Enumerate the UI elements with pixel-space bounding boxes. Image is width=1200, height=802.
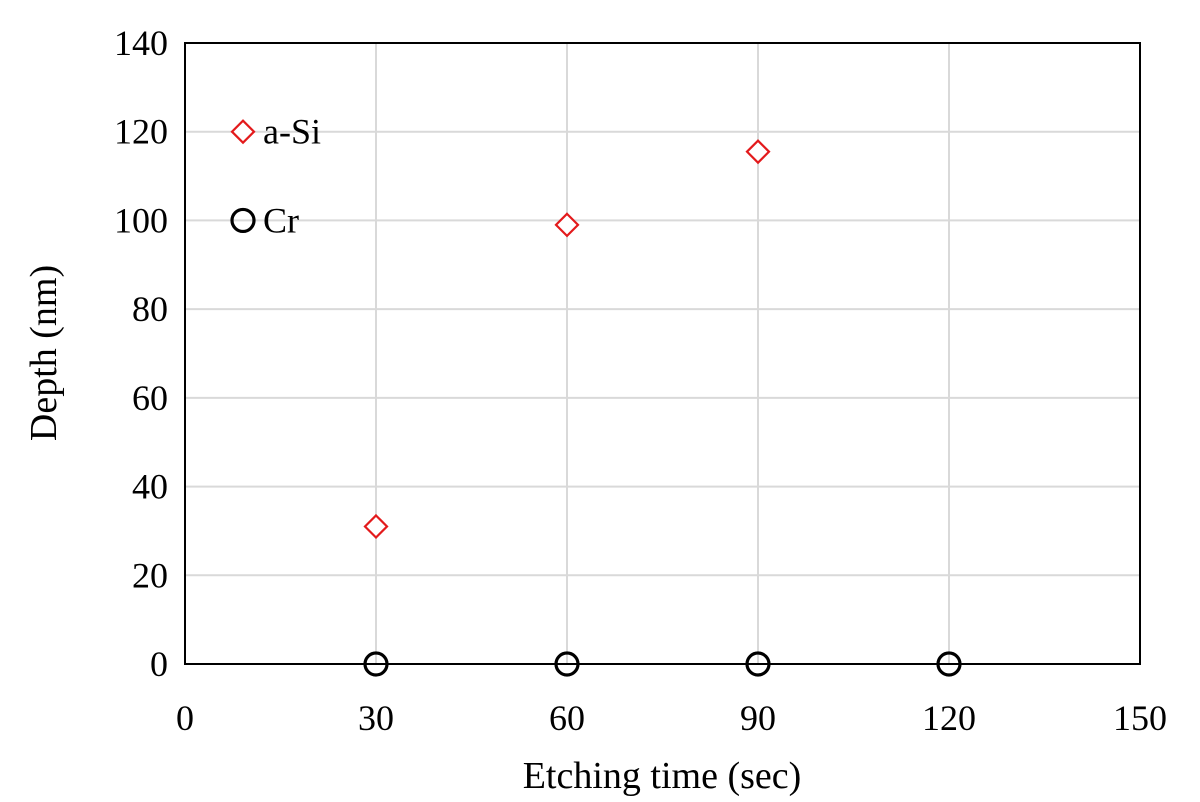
legend-marker-a-si [230, 119, 256, 145]
x-tick-label: 0 [176, 698, 194, 738]
data-point-a-si [363, 513, 389, 540]
x-axis-ticks: 0 30 60 90 120 150 [176, 698, 1167, 738]
y-tick-label: 40 [132, 467, 168, 507]
x-tick-label: 60 [549, 698, 585, 738]
y-tick-label: 80 [132, 289, 168, 329]
legend-label-cr: Cr [263, 200, 299, 240]
grid [185, 43, 1140, 664]
x-tick-label: 30 [358, 698, 394, 738]
data-point-cr [363, 651, 389, 677]
x-tick-label: 90 [740, 698, 776, 738]
data-markers [363, 139, 962, 677]
y-tick-label: 100 [114, 200, 168, 240]
data-point-cr [745, 651, 771, 677]
y-tick-label: 120 [114, 112, 168, 152]
plot-area-frame [184, 42, 1141, 665]
y-axis-title: Depth (nm) [23, 265, 65, 441]
legend: a-Si Cr [230, 112, 321, 240]
y-tick-label: 60 [132, 378, 168, 418]
data-point-cr [936, 651, 962, 677]
data-point-cr [554, 651, 580, 677]
x-axis-title: Etching time (sec) [523, 755, 802, 797]
y-tick-label: 0 [150, 644, 168, 684]
data-point-a-si [745, 139, 771, 165]
x-tick-label: 150 [1113, 698, 1167, 738]
y-axis-ticks: 0 20 40 60 80 100 120 140 [114, 23, 168, 684]
x-tick-label: 120 [922, 698, 976, 738]
data-point-a-si [554, 212, 580, 238]
y-tick-label: 20 [132, 555, 168, 595]
legend-label-a-si: a-Si [263, 112, 321, 152]
legend-marker-cr [230, 207, 256, 234]
y-tick-label: 140 [114, 23, 168, 63]
